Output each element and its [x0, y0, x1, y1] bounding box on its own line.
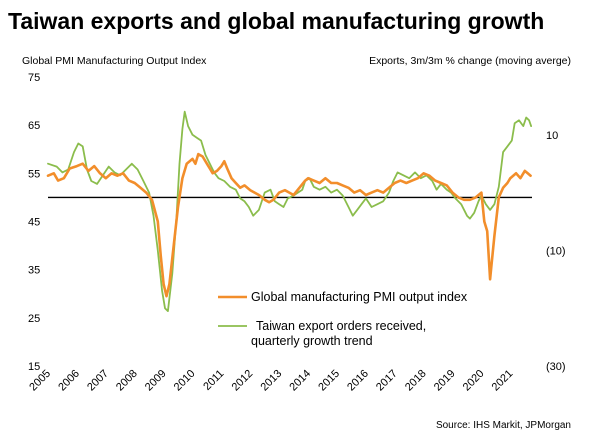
y-axis-right-ticks: (30) (10) 10	[546, 130, 566, 373]
x-tick-label: 2014	[287, 368, 313, 394]
y-left-tick-label: 25	[28, 313, 40, 325]
y-right-tick-label: (10)	[546, 245, 566, 257]
legend-label-line-2: quarterly growth trend	[251, 334, 373, 348]
x-tick-label: 2008	[114, 368, 140, 394]
x-tick-label: 2013	[258, 368, 284, 394]
y-left-tick-label: 45	[28, 217, 40, 229]
chart-title: Taiwan exports and global manufacturing …	[8, 8, 545, 34]
x-tick-label: 2006	[56, 368, 82, 394]
y-left-tick-label: 75	[28, 72, 40, 84]
y-axis-left-label: Global PMI Manufacturing Output Index	[22, 55, 207, 67]
x-tick-label: 2009	[143, 368, 169, 394]
x-tick-label: 2020	[461, 368, 487, 394]
x-tick-label: 2011	[201, 368, 226, 393]
x-tick-label: 2010	[172, 368, 198, 394]
y-right-tick-label: 10	[546, 130, 558, 142]
legend-label-taiwan-export-orders: Taiwan export orders received, quarterly…	[251, 319, 430, 348]
y-left-tick-label: 35	[28, 265, 40, 277]
legend-label-line-1: Taiwan export orders received,	[256, 319, 426, 333]
legend-label-global-pmi: Global manufacturing PMI output index	[251, 290, 468, 304]
y-left-tick-label: 65	[28, 120, 40, 132]
x-tick-label: 2007	[85, 368, 111, 394]
y-left-tick-label: 55	[28, 168, 40, 180]
series-line-taiwan-export-orders	[47, 110, 532, 312]
y-axis-left-ticks: 15 25 35 45 55 65 75	[28, 72, 40, 373]
x-tick-label: 2021	[490, 368, 516, 394]
x-tick-label: 2018	[403, 368, 429, 394]
y-right-tick-label: (30)	[546, 361, 566, 373]
x-tick-label: 2012	[230, 368, 256, 394]
legend: Global manufacturing PMI output index Ta…	[218, 290, 468, 348]
y-axis-right-label: Exports, 3m/3m % change (moving averge)	[369, 55, 571, 67]
series-line-global-pmi	[46, 152, 532, 298]
x-tick-label: 2019	[432, 368, 458, 394]
x-tick-label: 2017	[374, 368, 400, 394]
source-note: Source: IHS Markit, JPMorgan	[435, 420, 571, 431]
x-tick-label: 2015	[316, 368, 342, 394]
y-left-tick-label: 15	[28, 361, 40, 373]
x-tick-label: 2016	[345, 368, 371, 394]
x-axis-ticks: 2005 2006 2007 2008 2009 2010 2011 2012 2013 2014…	[27, 368, 515, 394]
